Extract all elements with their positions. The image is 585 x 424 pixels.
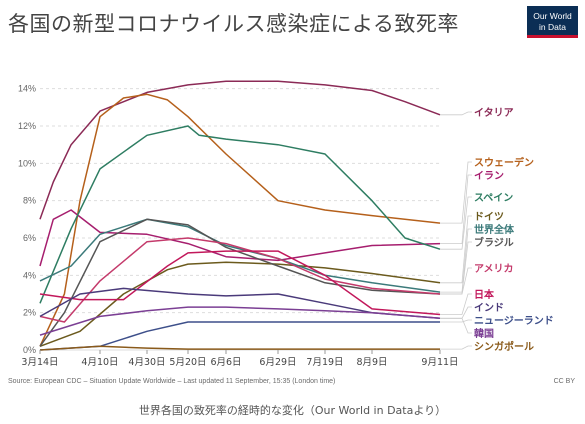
legend-label[interactable]: インド — [474, 302, 504, 314]
y-tick-label: 4% — [23, 270, 36, 280]
series-line[interactable] — [39, 261, 441, 348]
x-tick-label: 5月20日 — [169, 357, 206, 368]
series-line[interactable] — [39, 345, 440, 351]
legend-leader — [440, 174, 472, 245]
y-tick-label: 6% — [23, 233, 36, 243]
legend-leader — [440, 345, 472, 350]
legend-leader — [440, 293, 472, 315]
license-link[interactable]: CC BY — [553, 378, 575, 385]
x-axis-labels: 3月14日 4月10日 4月30日 5月20日 6月6日 6月29日 7月19日 8月9日 9月… — [21, 350, 459, 368]
legend-leader — [440, 241, 472, 295]
series-line[interactable] — [39, 93, 441, 347]
legend-leader — [440, 196, 472, 250]
series-line[interactable] — [39, 287, 441, 320]
legend-leader — [440, 317, 472, 334]
legend-leader — [440, 267, 472, 295]
y-axis-labels: 0% 2% 4% 6% 8% 10% 12% 14% — [18, 84, 36, 355]
chart-title: 各国の新型コロナウイルス感染症による致死率 — [8, 12, 459, 36]
x-tick-label: 4月10日 — [81, 357, 118, 368]
legend-label[interactable]: スペイン — [474, 192, 513, 204]
legend-label[interactable]: 日本 — [474, 288, 495, 301]
x-tick-label: 8月9日 — [356, 357, 387, 368]
legend-label[interactable]: シンガポール — [474, 340, 534, 353]
legend-label[interactable]: ニュージーランド — [474, 315, 554, 327]
legend-leader — [440, 319, 472, 323]
x-tick-label: 7月19日 — [306, 357, 343, 368]
y-tick-label: 12% — [18, 121, 36, 131]
source-note: Source: European CDC – Situation Update … — [8, 378, 336, 385]
y-tick-label: 14% — [18, 84, 36, 94]
legend-label[interactable]: イタリア — [474, 107, 514, 119]
logo-line-2: in Data — [539, 22, 566, 32]
series-line[interactable] — [39, 218, 441, 347]
legend-label[interactable]: 韓国 — [474, 327, 494, 340]
series-line[interactable] — [39, 321, 440, 351]
legend-leader — [440, 228, 472, 293]
legend-label[interactable]: ドイツ — [474, 211, 504, 223]
series-line[interactable] — [39, 237, 441, 323]
y-tick-label: 10% — [18, 158, 36, 168]
x-tick-label: 4月30日 — [128, 357, 165, 368]
legend-leader — [440, 111, 472, 116]
y-tick-label: 8% — [23, 196, 36, 206]
legend-label[interactable]: ブラジル — [474, 236, 514, 249]
legend-label[interactable]: スウェーデン — [474, 156, 534, 169]
series-lines — [39, 80, 441, 351]
legend-leader — [440, 215, 472, 284]
legend-label[interactable]: イラン — [474, 170, 504, 182]
x-tick-label: 6月29日 — [259, 357, 296, 368]
series-line[interactable] — [39, 306, 441, 336]
legend-label[interactable]: 世界全体 — [474, 223, 515, 236]
series-line[interactable] — [39, 250, 441, 316]
legend-leader — [440, 161, 472, 224]
legend-labels: イタリアスウェーデンイランスペインドイツ世界全体ブラジルアメリカ日本インドニュー… — [474, 107, 554, 353]
x-tick-label: 6月6日 — [210, 357, 241, 368]
x-tick-label: 9月11日 — [421, 357, 458, 368]
series-line[interactable] — [39, 209, 441, 267]
x-tick-label: 3月14日 — [21, 357, 58, 368]
figure-caption: 世界各国の致死率の経時的な変化（Our World in Dataより） — [138, 404, 447, 417]
y-tick-label: 2% — [23, 308, 36, 318]
y-tick-label: 0% — [23, 345, 36, 355]
gridlines — [40, 88, 440, 351]
series-line[interactable] — [39, 80, 441, 220]
series-line[interactable] — [39, 125, 441, 304]
legend-label[interactable]: アメリカ — [474, 263, 514, 275]
logo-line-1: Our World — [533, 11, 572, 21]
owid-logo[interactable]: Our World in Data — [527, 6, 578, 38]
legend-leader-lines — [440, 111, 472, 350]
legend-leader — [440, 306, 472, 319]
